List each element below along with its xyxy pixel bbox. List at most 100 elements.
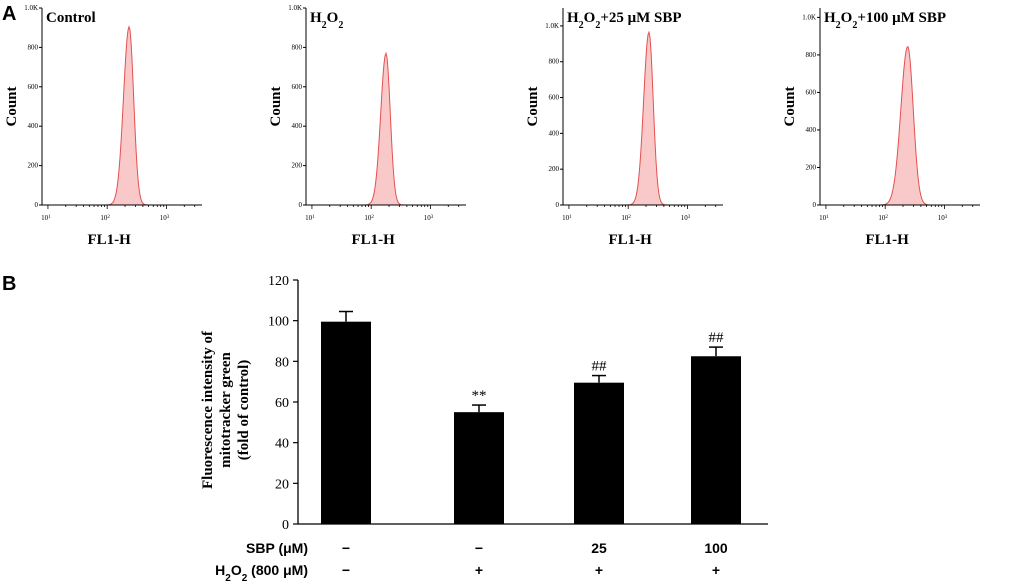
x-tick-exp: 3 (431, 215, 434, 220)
x-tick-label: 103 (160, 214, 170, 222)
y-tick-label: 600 (549, 94, 560, 102)
condition-value: 100 (704, 540, 728, 556)
panel-a-letter: A (2, 3, 16, 25)
title-part: O (584, 10, 596, 26)
title-subscript: 2 (595, 20, 600, 31)
x-tick-base: 10 (621, 214, 629, 222)
condition-label-1: SBP (μM) (246, 540, 308, 556)
condition-label-part: O (231, 562, 242, 578)
histogram-title: H2O2 (310, 10, 343, 31)
y-tick-label: 1.0K (545, 22, 559, 30)
y-tick-label: 200 (28, 162, 39, 170)
condition-label-part: (800 μM) (247, 562, 308, 578)
x-tick-label: 102 (621, 214, 631, 222)
title-part: +100 μM SBP (857, 10, 946, 26)
y-tick-label: 600 (806, 88, 817, 96)
x-tick-exp: 2 (885, 215, 888, 220)
title-subscript: 2 (836, 20, 841, 31)
condition-label-subscript: 2 (225, 573, 231, 582)
bar-3 (574, 382, 624, 524)
histogram-curve (820, 45, 980, 206)
x-tick-base: 10 (364, 214, 372, 222)
bar-y-axis-label-line: Fluorescence intensity of (200, 330, 216, 489)
x-axis-label: FL1-H (609, 232, 653, 248)
x-tick-label: 103 (938, 214, 948, 222)
y-tick-label: 1.0K (288, 4, 302, 12)
y-tick-label: 1.0K (24, 4, 38, 12)
y-tick-label: 800 (28, 43, 39, 51)
title-subscript: 2 (852, 20, 857, 31)
y-axis-label: Count (782, 86, 798, 126)
y-tick-label: 400 (28, 122, 39, 130)
significance-annotation: ## (709, 330, 725, 346)
condition-value: + (595, 562, 603, 578)
x-tick-exp: 2 (107, 215, 110, 220)
x-tick-base: 10 (305, 214, 313, 222)
histogram-title: H2O2+100 μM SBP (824, 10, 946, 31)
bar-y-axis-label-line: mitotracker green (218, 352, 234, 468)
y-tick-label: 400 (549, 129, 560, 137)
title-part: Control (46, 10, 96, 26)
condition-value: 25 (591, 540, 607, 556)
x-tick-label: 103 (681, 214, 691, 222)
title-subscript: 2 (338, 20, 343, 31)
x-tick-label: 103 (424, 214, 434, 222)
x-tick-label: 101 (819, 214, 829, 222)
x-axis-label: FL1-H (88, 232, 132, 248)
condition-label-2: H2O2 (800 μM) (215, 562, 308, 582)
condition-value: + (475, 562, 483, 578)
x-tick-exp: 3 (167, 215, 170, 220)
histogram-title: Control (46, 10, 96, 26)
bar-2 (454, 412, 504, 524)
condition-value: − (475, 540, 483, 556)
condition-label-part: H (215, 562, 225, 578)
significance-annotation: ** (472, 388, 487, 404)
x-tick-label: 102 (100, 214, 110, 222)
y-axis-label: Count (525, 86, 541, 126)
x-tick-exp: 2 (628, 215, 631, 220)
x-tick-base: 10 (424, 214, 432, 222)
x-tick-exp: 2 (371, 215, 374, 220)
histogram-curve (306, 51, 466, 206)
title-part: O (841, 10, 853, 26)
title-part: H (567, 10, 579, 26)
bar-y-tick-label: 100 (268, 315, 289, 330)
bar-y-tick-label: 120 (268, 274, 289, 289)
x-tick-exp: 1 (48, 215, 51, 220)
condition-value: − (342, 562, 350, 578)
bar-y-axis-label: Fluorescence intensity of mitotracker gre… (200, 330, 252, 489)
x-tick-label: 102 (878, 214, 888, 222)
significance-annotation: ## (592, 359, 608, 375)
title-part: O (327, 10, 339, 26)
y-tick-label: 0 (35, 201, 39, 209)
x-tick-label: 101 (562, 214, 572, 222)
bar-y-tick-label: 20 (275, 477, 289, 492)
y-tick-label: 200 (806, 163, 817, 171)
title-subscript: 2 (322, 20, 327, 31)
x-tick-base: 10 (938, 214, 946, 222)
y-tick-label: 400 (292, 122, 303, 130)
x-tick-base: 10 (562, 214, 570, 222)
x-tick-label: 101 (41, 214, 51, 222)
x-tick-label: 101 (305, 214, 315, 222)
histogram-curve (563, 30, 723, 206)
bar-y-tick-label: 80 (275, 355, 289, 370)
x-axis-label: FL1-H (352, 232, 396, 248)
x-tick-exp: 1 (826, 215, 829, 220)
histogram-title: H2O2+25 μM SBP (567, 10, 682, 31)
condition-value: − (342, 540, 350, 556)
y-tick-label: 600 (28, 83, 39, 91)
y-tick-label: 200 (549, 165, 560, 173)
title-part: H (310, 10, 322, 26)
x-tick-base: 10 (681, 214, 689, 222)
title-subscript: 2 (579, 20, 584, 31)
panel-b-letter: B (2, 273, 16, 295)
x-tick-base: 10 (160, 214, 168, 222)
x-tick-base: 10 (100, 214, 108, 222)
x-tick-label: 102 (364, 214, 374, 222)
y-tick-label: 800 (549, 58, 560, 66)
title-part: +25 μM SBP (600, 10, 681, 26)
